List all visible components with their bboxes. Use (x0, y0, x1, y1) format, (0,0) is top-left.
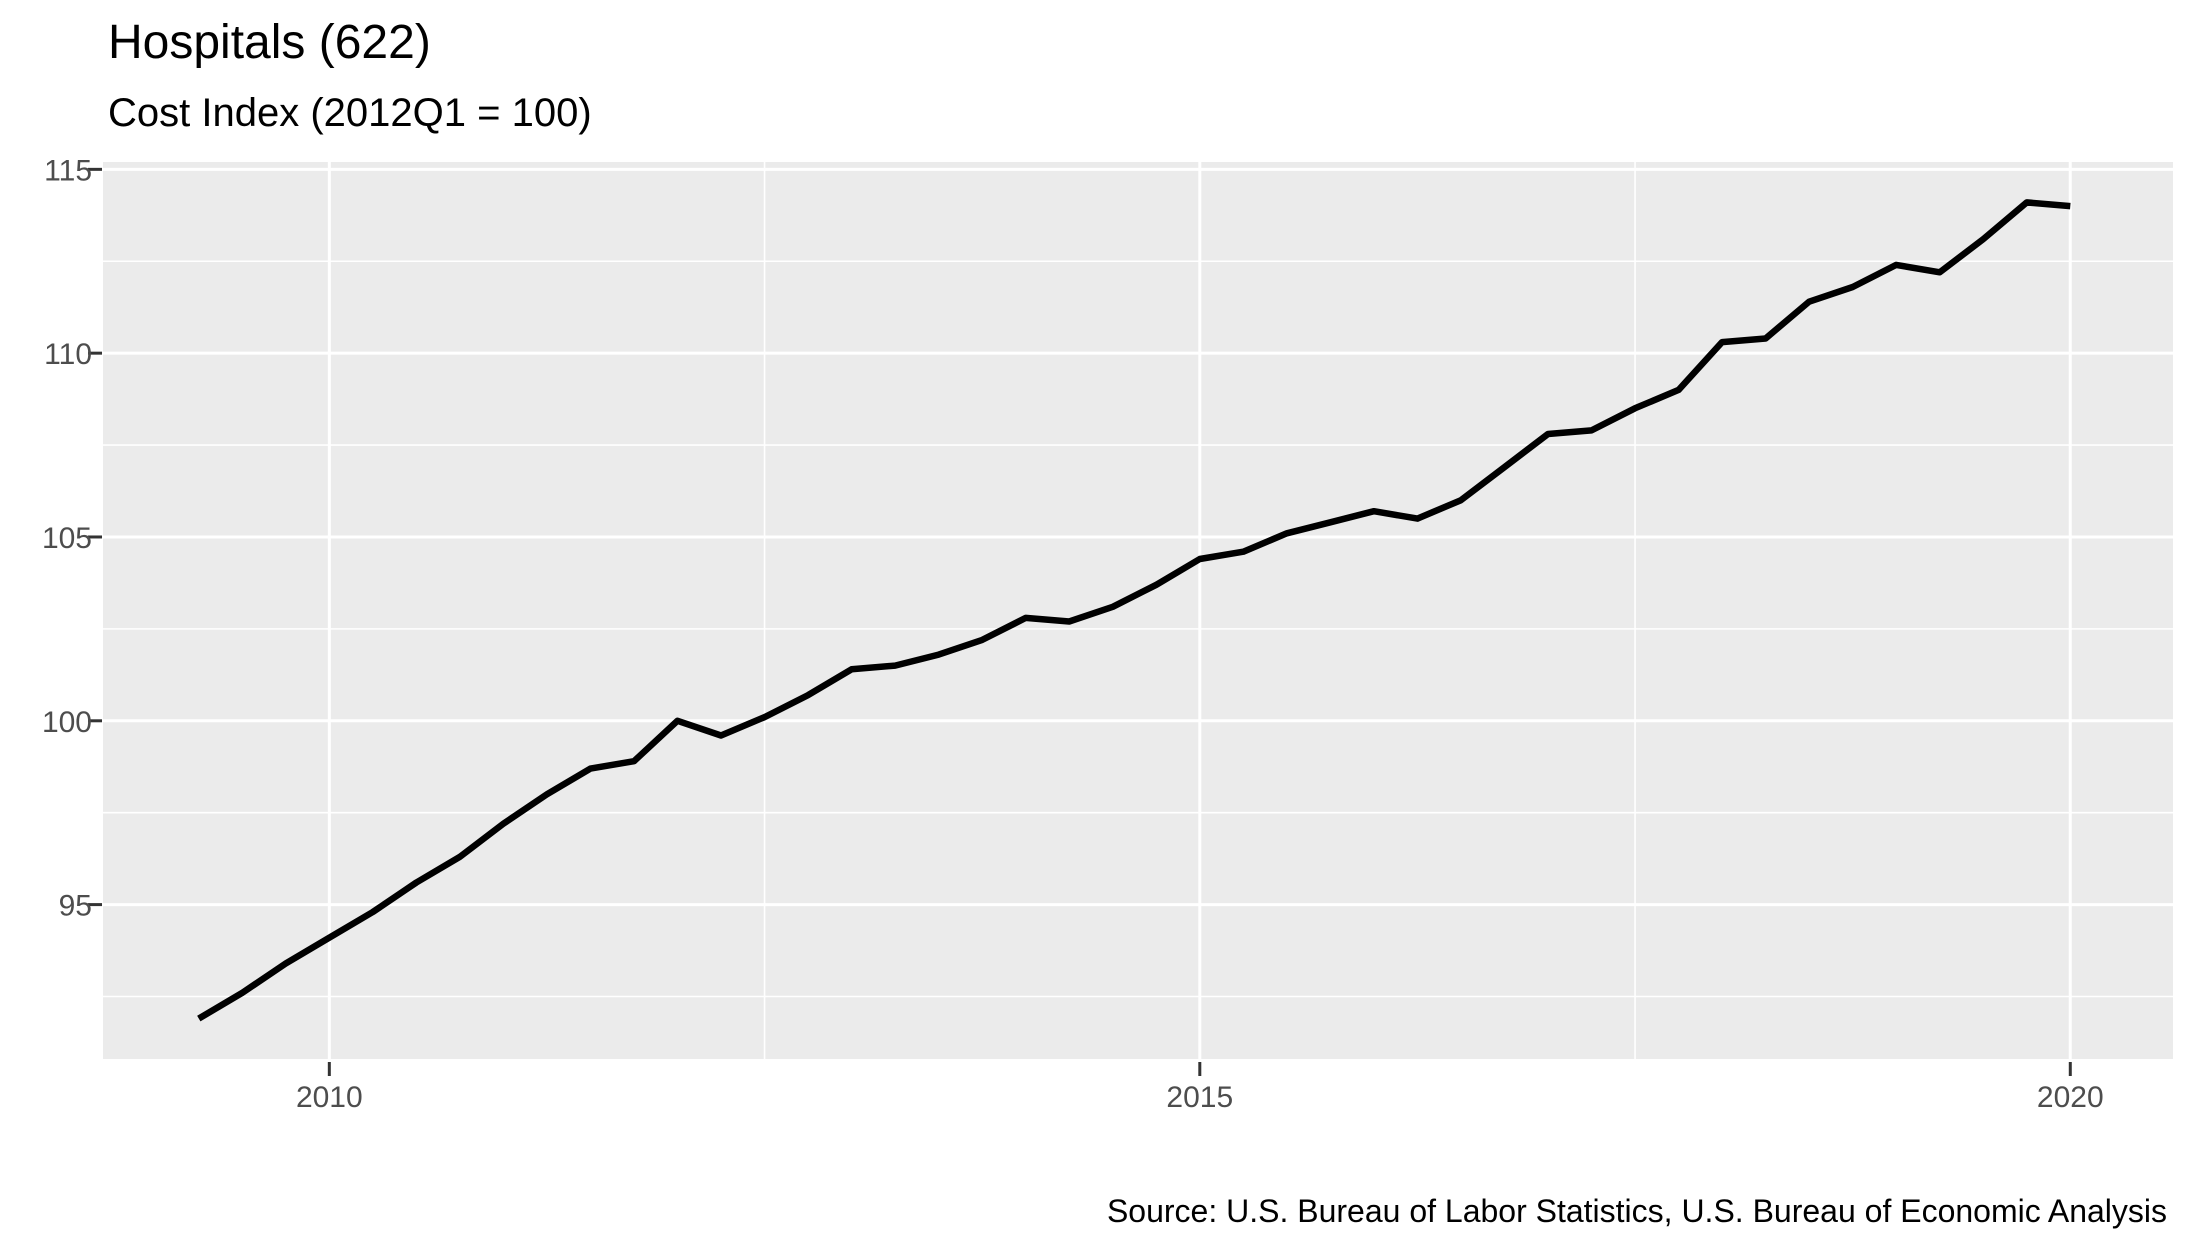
major-gridlines (103, 162, 2173, 1059)
chart-title: Hospitals (622) (108, 16, 431, 69)
y-tick-label: 95 (59, 890, 92, 923)
minor-gridlines (103, 162, 2173, 1059)
cost-index-line (197, 199, 2071, 1022)
x-tick-label: 2015 (1166, 1081, 1233, 1114)
source-caption: Source: U.S. Bureau of Labor Statistics,… (1107, 1193, 2167, 1229)
y-tick-label: 100 (42, 706, 92, 739)
x-tick-label: 2010 (296, 1081, 363, 1114)
y-tick-label: 115 (44, 154, 92, 187)
y-axis-labels: 95 100 105 110 115 (42, 154, 92, 922)
x-axis-labels: 2010 2015 2020 (296, 1081, 2104, 1114)
x-tick-label: 2020 (2037, 1081, 2104, 1114)
y-tick-label: 105 (42, 522, 92, 555)
chart-subtitle: Cost Index (2012Q1 = 100) (108, 91, 592, 135)
plot-panel (103, 162, 2173, 1059)
axis-tick-marks (88, 167, 2072, 1076)
y-tick-label: 110 (44, 338, 92, 371)
